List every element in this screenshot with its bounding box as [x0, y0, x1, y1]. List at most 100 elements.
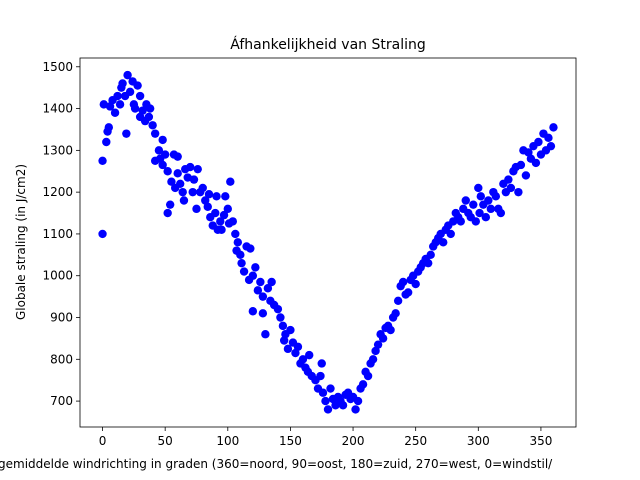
scatter-point — [411, 279, 420, 289]
scatter-point — [516, 160, 526, 170]
y-tick-label: 1400 — [42, 102, 73, 116]
y-tick-label: 1500 — [42, 60, 73, 74]
scatter-point — [298, 355, 308, 364]
scatter-point — [211, 208, 220, 218]
plot-frame — [79, 57, 577, 428]
scatter-point — [237, 258, 246, 268]
x-tick-label: 0 — [99, 434, 107, 448]
scatter-point — [316, 371, 325, 381]
scatter-point — [484, 196, 493, 205]
scatter-point — [424, 258, 433, 268]
scatter-point — [133, 81, 142, 90]
scatter-point — [534, 137, 543, 147]
scatter-point — [150, 129, 160, 138]
x-tick-label: 50 — [158, 434, 173, 448]
scatter-point — [258, 292, 268, 301]
scatter-point — [102, 137, 111, 147]
scatter-point — [475, 208, 484, 218]
scatter-point — [393, 296, 403, 305]
scatter-point — [248, 271, 258, 280]
scatter-point — [144, 112, 154, 122]
scatter-point — [231, 229, 240, 239]
scatter-point — [236, 250, 245, 260]
scatter-point — [279, 336, 289, 345]
scatter-point — [531, 158, 541, 168]
scatter-point — [189, 175, 199, 184]
scatter-point — [286, 325, 295, 335]
scatter-point — [176, 179, 185, 188]
scatter-point — [403, 288, 413, 297]
x-tick-label: 100 — [216, 434, 239, 448]
x-tick-label: 150 — [279, 434, 302, 448]
y-axis-label: Globale straling (in J/cm2) — [14, 164, 28, 320]
y-tick-label: 1300 — [42, 143, 73, 157]
scatter-point — [283, 344, 293, 354]
scatter-point — [110, 108, 120, 117]
scatter-point — [163, 208, 172, 218]
scatter-point — [193, 164, 202, 174]
y-tick-label: 1000 — [42, 269, 73, 283]
scatter-point — [135, 91, 145, 101]
scatter-point — [321, 396, 330, 406]
scatter-point — [461, 196, 470, 205]
scatter-point — [138, 106, 147, 115]
chart-title: Áfhankelijkheid van Straling — [230, 36, 425, 53]
scatter-point — [239, 267, 249, 276]
x-tick-label: 350 — [529, 434, 552, 448]
scatter-point — [391, 309, 400, 318]
y-tick-label: 1200 — [42, 185, 73, 199]
scatter-point — [203, 202, 212, 211]
scatter-point — [219, 210, 229, 220]
scatter-point — [317, 359, 326, 368]
scatter-point — [148, 121, 157, 130]
scatter-point — [173, 169, 182, 178]
x-tick-label: 200 — [342, 434, 365, 448]
y-tick-label: 1100 — [42, 227, 73, 241]
x-tick-label: 250 — [404, 434, 427, 448]
scatter-point — [476, 192, 486, 201]
scatter-point — [223, 204, 232, 214]
y-tick-label: 900 — [50, 311, 73, 325]
scatter-point — [263, 284, 273, 293]
x-tick-label: 300 — [467, 434, 490, 448]
scatter-point — [546, 141, 556, 151]
scatter-point — [178, 187, 187, 197]
scatter-point — [256, 277, 265, 287]
scatter-point — [506, 183, 516, 193]
x-axis-label: gemiddelde windrichting in graden (360=n… — [0, 457, 553, 471]
scatter-point — [439, 238, 448, 247]
scatter-point — [351, 405, 360, 414]
scatter-point — [326, 384, 335, 393]
scatter-point — [481, 213, 491, 222]
scatter-point — [338, 401, 348, 410]
scatter-point — [212, 192, 221, 201]
scatter-point — [123, 70, 132, 80]
scatter-point — [491, 192, 501, 201]
scatter-point — [179, 196, 189, 205]
scatter-point — [98, 229, 107, 239]
scatter-point — [158, 135, 167, 145]
scatter-point — [456, 217, 465, 226]
scatter-point — [158, 160, 167, 170]
scatter-point — [358, 380, 368, 389]
scatter-point — [113, 91, 122, 101]
scatter-point — [221, 192, 230, 201]
scatter-point — [305, 350, 314, 360]
scatter-point — [293, 342, 303, 351]
scatter-point — [514, 187, 523, 197]
scatter-point — [278, 321, 288, 331]
y-tick-label: 700 — [50, 394, 73, 408]
scatter-point — [233, 238, 243, 247]
scatter-point — [104, 123, 114, 132]
scatter-point — [398, 277, 408, 287]
scatter-point — [496, 208, 506, 218]
scatter-point — [353, 396, 363, 406]
scatter-point — [118, 79, 127, 88]
scatter-point — [125, 87, 135, 97]
scatter-point — [446, 229, 455, 239]
scatter-point — [198, 183, 207, 193]
scatter-point — [258, 309, 268, 318]
scatter-point — [469, 200, 478, 209]
scatter-point — [163, 167, 172, 176]
